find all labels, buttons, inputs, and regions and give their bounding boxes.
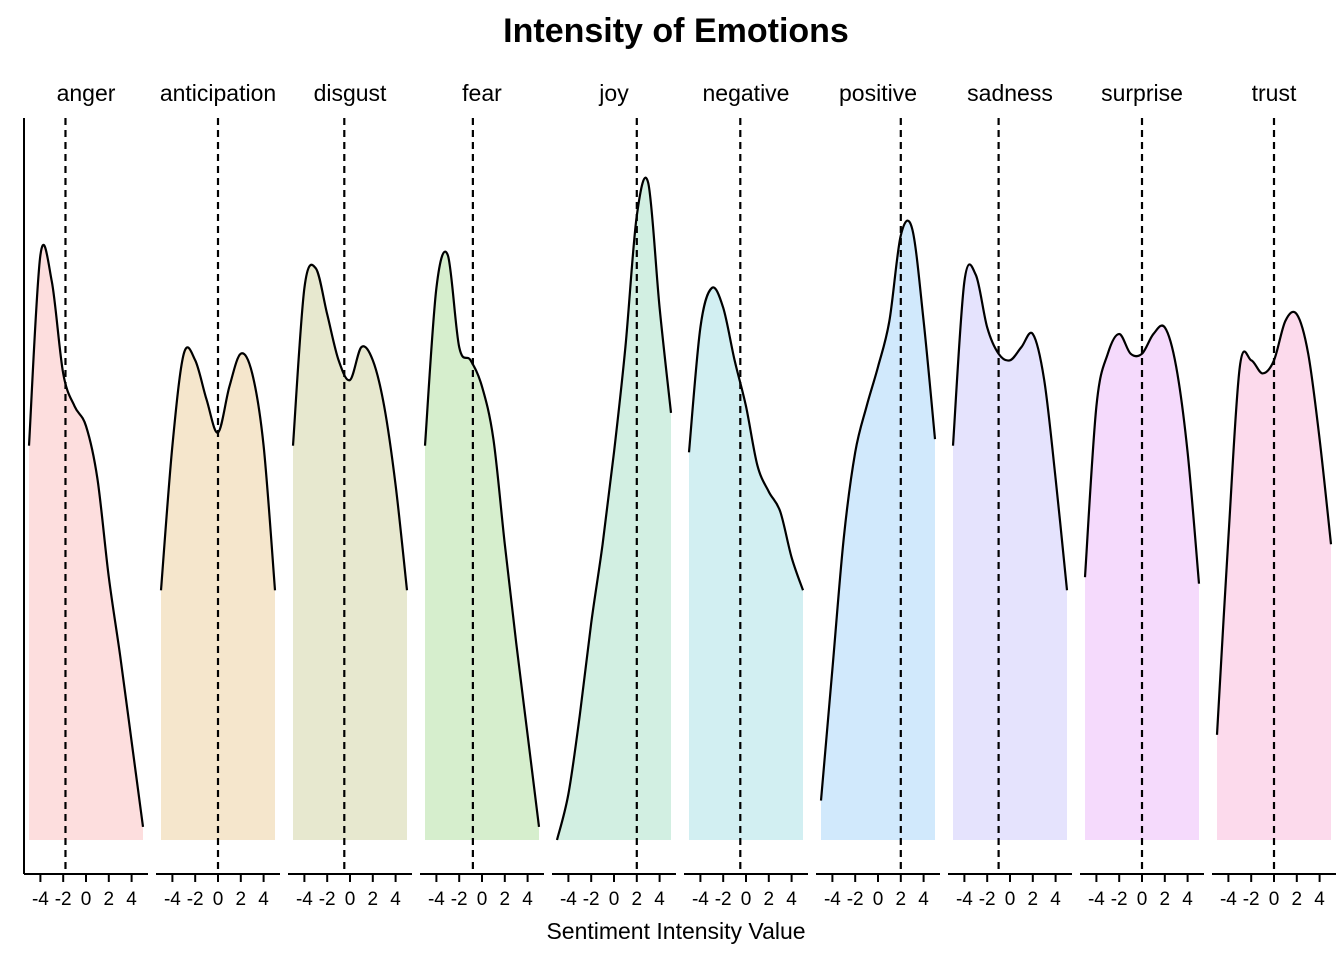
density-area bbox=[425, 251, 539, 840]
strip-label: anticipation bbox=[160, 80, 276, 106]
strip-label: surprise bbox=[1101, 80, 1183, 106]
x-tick-label: 0 bbox=[213, 889, 224, 910]
facet-panel-disgust: disgust -4 -2 0 2 4 bbox=[288, 80, 412, 910]
facet-panel-sadness: sadness -4 -2 0 2 4 bbox=[948, 80, 1072, 910]
strip-label: sadness bbox=[967, 80, 1053, 106]
facet-panel-anticipation: anticipation -4 -2 0 2 4 bbox=[156, 80, 280, 910]
density-line bbox=[555, 176, 673, 841]
strip-label: anger bbox=[57, 80, 116, 106]
density-area bbox=[161, 347, 275, 840]
x-tick-label: -4 bbox=[1088, 889, 1105, 910]
density-line bbox=[1083, 324, 1201, 584]
density-line bbox=[1215, 310, 1333, 735]
strip-label: trust bbox=[1252, 80, 1297, 106]
density-line bbox=[951, 263, 1069, 591]
density-area bbox=[689, 287, 803, 841]
density-line bbox=[27, 243, 145, 828]
x-tick-label: -2 bbox=[451, 889, 468, 910]
x-tick-label: 0 bbox=[609, 889, 620, 910]
x-tick-label: -2 bbox=[979, 889, 996, 910]
x-tick-label: -2 bbox=[55, 889, 72, 910]
strip-label: joy bbox=[598, 80, 629, 106]
x-tick-label: -4 bbox=[1220, 889, 1237, 910]
x-tick-label: 2 bbox=[896, 889, 907, 910]
facet-panel-fear: fear -4 -2 0 2 4 bbox=[420, 80, 544, 910]
density-area bbox=[293, 264, 407, 840]
x-tick-label: 4 bbox=[918, 889, 929, 910]
x-tick-label: -4 bbox=[32, 889, 49, 910]
x-tick-label: 2 bbox=[632, 889, 643, 910]
density-line bbox=[423, 250, 541, 827]
density-area bbox=[953, 264, 1067, 840]
facet-panel-trust: trust -4 -2 0 2 4 bbox=[1212, 80, 1336, 910]
x-tick-label: 4 bbox=[522, 889, 533, 910]
x-tick-label: 0 bbox=[477, 889, 488, 910]
facet-panel-positive: positive -4 -2 0 2 4 bbox=[816, 80, 940, 910]
facet-panel-negative: negative -4 -2 0 2 4 bbox=[684, 80, 808, 910]
x-tick-label: 2 bbox=[500, 889, 511, 910]
x-tick-label: 4 bbox=[1050, 889, 1061, 910]
density-area bbox=[557, 177, 671, 840]
x-tick-label: -4 bbox=[956, 889, 973, 910]
density-area bbox=[821, 220, 935, 840]
density-line bbox=[687, 286, 805, 591]
x-tick-label: -2 bbox=[187, 889, 204, 910]
x-tick-label: -2 bbox=[1111, 889, 1128, 910]
x-tick-label: -4 bbox=[692, 889, 709, 910]
x-tick-label: -2 bbox=[1243, 889, 1260, 910]
x-tick-label: 2 bbox=[1292, 889, 1303, 910]
x-tick-label: 4 bbox=[258, 889, 269, 910]
x-tick-label: -2 bbox=[847, 889, 864, 910]
density-area bbox=[1085, 325, 1199, 840]
x-tick-label: -4 bbox=[428, 889, 445, 910]
strip-label: disgust bbox=[314, 80, 387, 106]
strip-label: fear bbox=[462, 80, 502, 106]
x-tick-label: 0 bbox=[873, 889, 884, 910]
x-tick-label: 0 bbox=[1005, 889, 1016, 910]
density-line bbox=[291, 263, 409, 591]
x-tick-label: 2 bbox=[764, 889, 775, 910]
x-tick-label: 0 bbox=[1137, 889, 1148, 910]
x-tick-label: 4 bbox=[126, 889, 137, 910]
x-tick-label: 4 bbox=[654, 889, 665, 910]
x-tick-label: 0 bbox=[741, 889, 752, 910]
density-line bbox=[819, 219, 937, 801]
strip-label: negative bbox=[703, 80, 790, 106]
x-tick-label: -2 bbox=[715, 889, 732, 910]
x-tick-label: 4 bbox=[1314, 889, 1325, 910]
x-tick-label: 2 bbox=[236, 889, 247, 910]
x-tick-label: 4 bbox=[786, 889, 797, 910]
strip-label: positive bbox=[839, 80, 917, 106]
x-tick-label: 4 bbox=[390, 889, 401, 910]
x-tick-label: -2 bbox=[583, 889, 600, 910]
x-tick-label: -4 bbox=[560, 889, 577, 910]
facet-panel-surprise: surprise -4 -2 0 2 4 bbox=[1080, 80, 1204, 910]
x-tick-label: -4 bbox=[164, 889, 181, 910]
x-tick-label: 2 bbox=[1028, 889, 1039, 910]
x-tick-label: -4 bbox=[824, 889, 841, 910]
x-tick-label: 2 bbox=[104, 889, 115, 910]
chart-title: Intensity of Emotions bbox=[503, 12, 849, 50]
x-tick-label: 0 bbox=[81, 889, 92, 910]
x-tick-label: -4 bbox=[296, 889, 313, 910]
facet-panel-anger: anger -4 -2 0 2 4 bbox=[24, 80, 148, 910]
x-axis-label: Sentiment Intensity Value bbox=[546, 918, 805, 944]
x-tick-label: -2 bbox=[319, 889, 336, 910]
x-tick-label: 2 bbox=[368, 889, 379, 910]
x-tick-label: 0 bbox=[345, 889, 356, 910]
x-tick-label: 0 bbox=[1269, 889, 1280, 910]
facet-panel-joy: joy -4 -2 0 2 4 bbox=[552, 80, 676, 910]
density-area bbox=[29, 244, 143, 841]
x-tick-label: 4 bbox=[1182, 889, 1193, 910]
x-tick-label: 2 bbox=[1160, 889, 1171, 910]
